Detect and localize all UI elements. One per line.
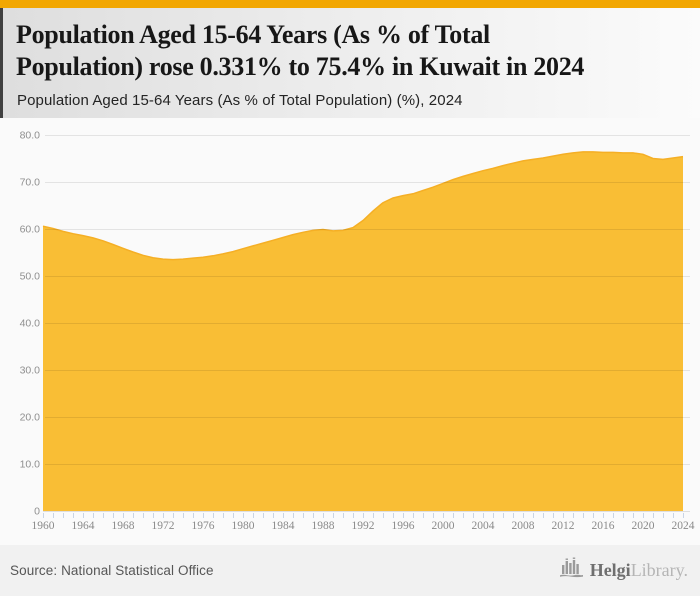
y-axis-label: 40.0 <box>20 318 41 330</box>
x-axis-label: 1960 <box>32 520 55 532</box>
x-axis-label: 1996 <box>392 520 415 532</box>
accent-bar <box>0 0 700 8</box>
y-axis-label: 0 <box>34 506 40 518</box>
page-title-line1: Population Aged 15-64 Years (As % of Tot… <box>16 20 490 49</box>
page-subtitle: Population Aged 15-64 Years (As % of Tot… <box>17 92 463 109</box>
chart-area: 1960 1964 1968 1972 1976 1980 1984 1988 1992 1996… <box>0 118 700 545</box>
helgi-library-logo: HelgiLibrary. <box>559 557 688 584</box>
x-axis-label: 2016 <box>592 520 615 532</box>
source-text: Source: National Statistical Office <box>10 563 214 578</box>
y-axis-label: 70.0 <box>20 177 41 189</box>
x-axis-label: 1964 <box>72 520 95 532</box>
x-axis-label: 2004 <box>472 520 495 532</box>
logo-text: HelgiLibrary. <box>590 560 688 581</box>
y-axis-label: 60.0 <box>20 224 41 236</box>
x-axis-label: 1988 <box>312 520 335 532</box>
y-axis-label: 30.0 <box>20 365 41 377</box>
logo-text-library: Library. <box>630 560 688 580</box>
header: Population Aged 15-64 Years (As % of Tot… <box>0 8 700 118</box>
x-axis-label: 1984 <box>272 520 295 532</box>
page-title-line2: Population) rose 0.331% to 75.4% in Kuwa… <box>16 52 585 81</box>
x-axis-label: 2012 <box>552 520 575 532</box>
x-axis-label: 1980 <box>232 520 255 532</box>
x-axis-label: 1992 <box>352 520 375 532</box>
logo-text-helgi: Helgi <box>589 560 631 580</box>
chart-svg: 1960 1964 1968 1972 1976 1980 1984 1988 1992 1996… <box>20 130 695 533</box>
page-title: Population Aged 15-64 Years (As % of Tot… <box>16 19 680 83</box>
x-axis-label: 1976 <box>192 520 215 532</box>
x-axis-label: 1968 <box>112 520 135 532</box>
y-axis-label: 10.0 <box>20 459 41 471</box>
x-axis-label: 2008 <box>512 520 535 532</box>
x-axis-label: 2000 <box>432 520 455 532</box>
area-series <box>43 151 683 511</box>
series-line <box>42 151 684 261</box>
y-axis-label: 50.0 <box>20 271 41 283</box>
footer: Source: National Statistical Office Helg… <box>0 545 700 596</box>
y-axis-label: 80.0 <box>20 130 41 142</box>
x-axis-label: 2024 <box>672 520 695 532</box>
helgi-logo-icon <box>559 557 585 584</box>
x-axis-label: 1972 <box>152 520 175 532</box>
x-axis-label: 2020 <box>632 520 655 532</box>
y-axis-label: 20.0 <box>20 412 41 424</box>
